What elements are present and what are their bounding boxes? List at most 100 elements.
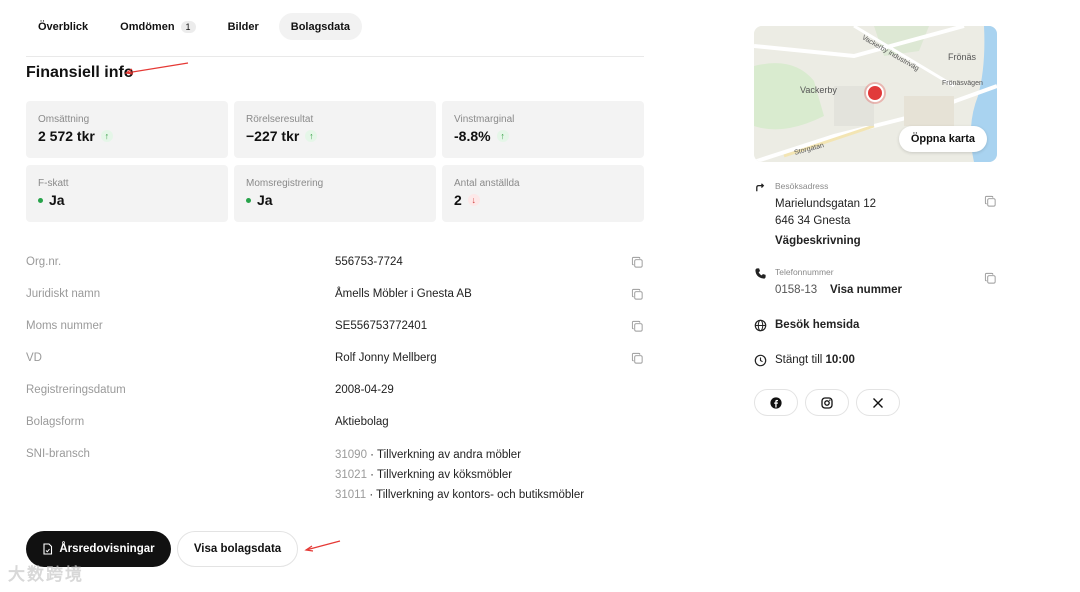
- show-company-data-button[interactable]: Visa bolagsdata: [177, 531, 298, 567]
- tab-overview[interactable]: Överblick: [26, 13, 100, 40]
- show-company-data-label: Visa bolagsdata: [193, 543, 282, 555]
- card-f-tax: F-skatt Ja: [26, 165, 228, 222]
- trend-up-icon: ↑: [496, 130, 509, 142]
- opening-hours: Stängt till 10:00: [775, 354, 855, 366]
- card-value: −227 tkr: [246, 128, 300, 144]
- social-links: [754, 389, 900, 416]
- info-value: Aktiebolag: [335, 416, 389, 428]
- phone-label: Telefonnummer: [775, 267, 834, 277]
- open-map-label: Öppna karta: [910, 133, 975, 145]
- show-number-button[interactable]: Visa nummer: [830, 284, 903, 296]
- visit-website-link[interactable]: Besök hemsida: [775, 319, 860, 331]
- watermark-logo: 大数跨境: [8, 565, 84, 584]
- status-dot-icon: [246, 197, 251, 203]
- x-button[interactable]: [856, 389, 900, 416]
- company-info-list: Org.nr. 556753-7724 Juridiskt namn Åmell…: [26, 254, 644, 501]
- instagram-icon: [821, 396, 833, 409]
- annotation-arrow-button: [304, 540, 341, 552]
- tab-images[interactable]: Bilder: [216, 13, 271, 40]
- copy-icon[interactable]: [631, 288, 644, 301]
- facebook-icon: [770, 396, 782, 409]
- info-key: SNI-bransch: [26, 448, 90, 460]
- info-key: VD: [26, 352, 42, 364]
- trend-up-icon: ↑: [305, 130, 318, 142]
- info-key: Bolagsform: [26, 416, 85, 428]
- globe-icon: [754, 319, 767, 332]
- card-label: Vinstmarginal: [454, 114, 515, 125]
- info-row: Juridiskt namn Åmells Möbler i Gnesta AB: [26, 286, 644, 318]
- sni-list: 31090 · Tillverkning av andra möbler 310…: [335, 445, 584, 505]
- card-operating-result: Rörelseresultat −227 tkr ↑: [234, 101, 436, 158]
- directions-link[interactable]: Vägbeskrivning: [775, 235, 861, 247]
- document-icon: [43, 543, 53, 555]
- tab-company-data[interactable]: Bolagsdata: [278, 13, 363, 40]
- info-key: Juridiskt namn: [26, 288, 101, 300]
- map-label-fronasvagen: Frönäsvägen: [942, 80, 983, 87]
- info-value: Åmells Möbler i Gnesta AB: [335, 288, 472, 300]
- address-label: Besöksadress: [775, 181, 829, 191]
- phone-partial: 0158-13: [775, 284, 818, 296]
- info-value: 2008-04-29: [335, 384, 394, 396]
- card-label: F-skatt: [38, 178, 69, 189]
- hours-time: 10:00: [825, 354, 855, 366]
- card-vat-registration: Momsregistrering Ja: [234, 165, 436, 222]
- phone-block: Telefonnummer 0158-13 Visa nummer: [754, 266, 997, 300]
- map-pin-icon: [866, 84, 884, 102]
- location-map[interactable]: Vackerby Frönäs Frönäsvägen Vackerby ind…: [754, 26, 997, 162]
- hours-block: Stängt till 10:00: [754, 353, 997, 371]
- phone-icon: [755, 268, 766, 279]
- facebook-button[interactable]: [754, 389, 798, 416]
- map-label-fronas: Frönäs: [948, 52, 977, 62]
- card-value: 2 572 tkr: [38, 128, 95, 144]
- info-value: SE556753772401: [335, 320, 428, 332]
- sni-text: · Tillverkning av andra möbler: [366, 449, 522, 461]
- sni-text: · Tillverkning av köksmöbler: [366, 469, 513, 481]
- copy-icon[interactable]: [631, 320, 644, 333]
- info-row: Registreringsdatum 2008-04-29: [26, 382, 644, 414]
- directions-icon: [756, 183, 765, 192]
- tabs-divider: [26, 56, 644, 57]
- status-dot-icon: [38, 197, 43, 203]
- card-value: Ja: [257, 192, 273, 208]
- x-icon: [873, 397, 883, 408]
- hours-prefix: Stängt till: [775, 354, 826, 366]
- open-map-button[interactable]: Öppna karta: [898, 126, 987, 152]
- address-line-1: Marielundsgatan 12: [775, 198, 877, 210]
- card-label: Momsregistrering: [246, 178, 324, 189]
- map-label-vackerby: Vackerby: [800, 85, 837, 95]
- card-value: -8.8%: [454, 128, 491, 144]
- trend-up-icon: ↑: [100, 130, 113, 142]
- section-title: Finansiell info: [26, 64, 134, 81]
- card-profit-margin: Vinstmarginal -8.8% ↑: [442, 101, 644, 158]
- sni-text: · Tillverkning av kontors- och butiksmöb…: [366, 489, 585, 501]
- info-key: Moms nummer: [26, 320, 103, 332]
- copy-icon[interactable]: [631, 256, 644, 269]
- card-employees: Antal anställda 2 ↓: [442, 165, 644, 222]
- info-row: Bolagsform Aktiebolag: [26, 414, 644, 446]
- tab-overview-label: Överblick: [38, 20, 89, 33]
- card-label: Antal anställda: [454, 178, 520, 189]
- copy-icon[interactable]: [631, 352, 644, 365]
- info-row: Org.nr. 556753-7724: [26, 254, 644, 286]
- sni-item: 31011 · Tillverkning av kontors- och but…: [335, 485, 584, 505]
- card-revenue: Omsättning 2 572 tkr ↑: [26, 101, 228, 158]
- card-value: Ja: [49, 192, 65, 208]
- sni-code: 31011: [335, 489, 367, 501]
- card-label: Omsättning: [38, 114, 90, 125]
- address-block: Besöksadress Marielundsgatan 12 646 34 G…: [754, 180, 997, 250]
- instagram-button[interactable]: [805, 389, 849, 416]
- review-count-badge: 1: [180, 20, 196, 33]
- info-row: SNI-bransch: [26, 446, 644, 478]
- sni-code: 31021: [335, 469, 367, 481]
- tab-bar: Överblick Omdömen 1 Bilder Bolagsdata: [26, 13, 363, 40]
- copy-icon[interactable]: [984, 272, 997, 285]
- annual-reports-label: Årsredovisningar: [59, 543, 155, 555]
- annual-reports-button[interactable]: Årsredovisningar: [26, 531, 171, 567]
- info-key: Org.nr.: [26, 256, 62, 268]
- sni-code: 31090: [335, 449, 367, 461]
- sni-item: 31021 · Tillverkning av köksmöbler: [335, 465, 584, 485]
- tab-reviews[interactable]: Omdömen 1: [108, 13, 207, 40]
- sni-item: 31090 · Tillverkning av andra möbler: [335, 445, 584, 465]
- annotation-arrow-title: [124, 62, 189, 75]
- copy-icon[interactable]: [984, 195, 997, 208]
